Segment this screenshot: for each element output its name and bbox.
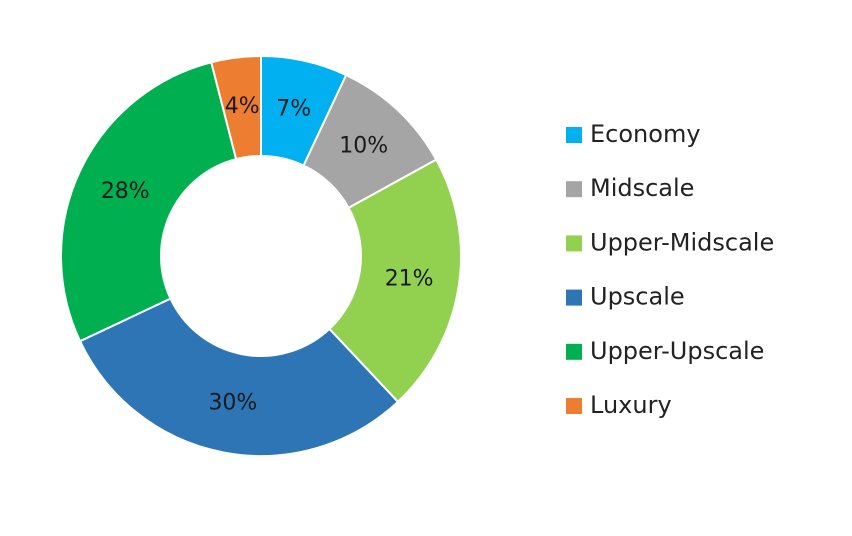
data-label: 7% [276, 97, 311, 122]
legend-label: Upper-Upscale [590, 337, 764, 365]
slice [210, 54, 262, 161]
legend-label: Midscale [590, 174, 694, 202]
slice [60, 61, 238, 343]
data-label: 10% [339, 134, 388, 159]
legend-label: Upscale [590, 283, 685, 311]
legend-label: Luxury [590, 391, 672, 419]
legend-swatch [566, 289, 582, 306]
legend-label: Upper-Midscale [590, 228, 774, 256]
legend-swatch [566, 398, 582, 414]
data-label: 21% [385, 266, 434, 291]
data-label: 30% [208, 390, 257, 415]
data-label: 4% [225, 94, 260, 119]
slice [78, 297, 400, 457]
legend-swatch [566, 343, 582, 360]
legend-swatch [566, 235, 582, 252]
legend-label: Economy [590, 120, 701, 148]
legend-swatch [566, 181, 582, 198]
data-label: 28% [101, 179, 150, 204]
legend-swatch [566, 127, 582, 143]
slice [328, 158, 462, 404]
